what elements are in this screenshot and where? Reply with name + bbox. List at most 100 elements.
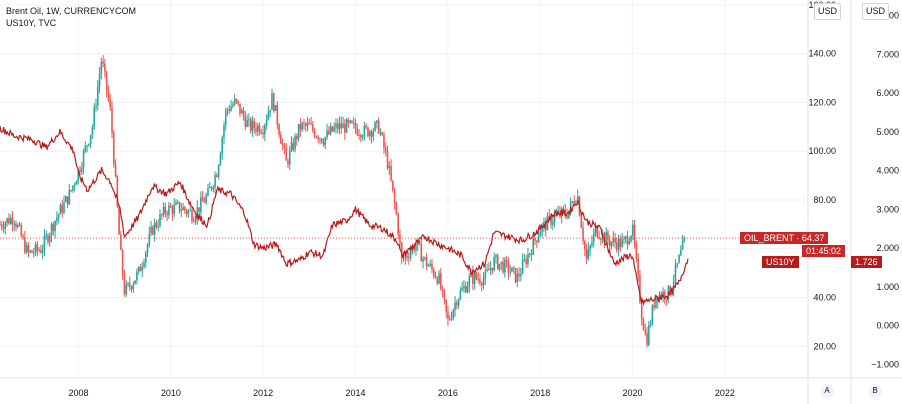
x-axis-tick-label: 2014 bbox=[346, 388, 366, 398]
oil-candle bbox=[665, 299, 668, 301]
oil-candle bbox=[608, 240, 611, 246]
oil-candle bbox=[2, 227, 5, 229]
oil-candle bbox=[271, 93, 273, 110]
oil-candle bbox=[205, 195, 208, 203]
oil-candle bbox=[173, 204, 176, 214]
oil-candle bbox=[536, 240, 538, 243]
oil-candle bbox=[125, 284, 128, 295]
oil-candle bbox=[461, 288, 463, 291]
oil-candle bbox=[43, 235, 46, 250]
oil-candle bbox=[463, 285, 465, 289]
x-axis-tick-label: 2020 bbox=[623, 388, 643, 398]
oil-candle bbox=[379, 132, 382, 134]
oil-candle bbox=[457, 299, 460, 306]
oil-candle bbox=[144, 252, 147, 263]
oil-candle bbox=[450, 318, 453, 320]
oil-candle bbox=[274, 105, 277, 111]
oil-candle bbox=[280, 134, 282, 144]
oil-candle bbox=[306, 123, 309, 126]
oil-candle bbox=[363, 125, 366, 137]
oil-candle bbox=[303, 123, 305, 125]
oil-candle bbox=[93, 107, 96, 128]
left-scale-unit-button[interactable]: USD bbox=[814, 3, 842, 20]
oil-candle bbox=[95, 105, 97, 108]
oil-candle bbox=[612, 238, 615, 243]
oil-candle bbox=[383, 134, 385, 148]
oil-candle bbox=[253, 120, 255, 129]
oil-candle bbox=[176, 202, 179, 204]
oil-candle bbox=[212, 186, 215, 189]
right-axis-tick-label: 4.000 bbox=[876, 166, 899, 176]
oil-candle bbox=[248, 119, 250, 121]
oil-candle bbox=[653, 305, 655, 308]
oil-candle bbox=[388, 165, 391, 168]
right-scale-auto-button[interactable]: B bbox=[868, 384, 882, 398]
oil-candle bbox=[52, 224, 55, 232]
oil-candle bbox=[228, 109, 231, 111]
oil-candle bbox=[132, 284, 135, 290]
oil-candle bbox=[418, 241, 421, 245]
oil-candle bbox=[38, 250, 40, 252]
oil-candle bbox=[587, 249, 590, 259]
oil-candle bbox=[27, 245, 30, 252]
oil-candle bbox=[546, 215, 549, 231]
oil-candle bbox=[559, 211, 561, 217]
oil-candle bbox=[592, 232, 595, 243]
oil-candle bbox=[511, 267, 513, 272]
left-axis-tick-label: 80.00 bbox=[813, 195, 836, 205]
oil-candle bbox=[507, 261, 510, 273]
oil-candle bbox=[198, 207, 200, 213]
oil-candle bbox=[498, 263, 501, 270]
oil-candle bbox=[180, 210, 183, 212]
left-scale-auto-button[interactable]: A bbox=[820, 384, 834, 398]
oil-candle bbox=[480, 283, 483, 286]
oil-candle bbox=[377, 120, 380, 134]
x-axis-tick-label: 2018 bbox=[530, 388, 550, 398]
oil-candle bbox=[175, 202, 177, 205]
oil-candle bbox=[96, 86, 99, 106]
oil-candle bbox=[127, 283, 129, 285]
oil-candle bbox=[299, 124, 302, 130]
oil-candle bbox=[207, 187, 209, 196]
oil-candle bbox=[528, 253, 531, 255]
oil-candle bbox=[539, 232, 542, 237]
oil-candle bbox=[352, 122, 355, 124]
oil-candle bbox=[223, 125, 225, 138]
oil-candle bbox=[178, 202, 181, 212]
oil-candle bbox=[237, 100, 239, 104]
oil-candle bbox=[262, 132, 264, 135]
oil-candle bbox=[0, 224, 3, 228]
oil-candle bbox=[59, 204, 62, 215]
right-scale-unit-button[interactable]: USD bbox=[862, 3, 890, 20]
oil-candle bbox=[473, 273, 476, 284]
oil-candle bbox=[61, 204, 64, 213]
right-axis-tick-label: 5.000 bbox=[876, 127, 899, 137]
oil-candle bbox=[681, 241, 684, 251]
oil-brent-price-badge: OIL_BRENT · 64.37 bbox=[740, 232, 829, 244]
oil-candle bbox=[624, 236, 627, 239]
left-axis-tick-label: 20.00 bbox=[813, 341, 836, 351]
oil-candle bbox=[448, 319, 451, 321]
oil-candle bbox=[488, 269, 490, 271]
oil-candle bbox=[18, 224, 21, 226]
oil-candle bbox=[532, 237, 535, 255]
oil-candle bbox=[514, 268, 517, 283]
oil-candle bbox=[566, 215, 568, 218]
legend-brent-oil: Brent Oil, 1W, CURRENCYCOM bbox=[6, 6, 137, 16]
oil-candle bbox=[102, 61, 104, 64]
oil-candle bbox=[521, 260, 524, 274]
right-axis-tick-label: 2.000 bbox=[876, 243, 899, 253]
chart-legend: Brent Oil, 1W, CURRENCYCOM US10Y, TVC bbox=[6, 5, 136, 29]
oil-candle bbox=[672, 281, 675, 290]
oil-candle bbox=[235, 98, 238, 101]
oil-candle bbox=[610, 242, 613, 246]
oil-candle bbox=[301, 123, 303, 130]
us10y-value-badge: 1.726 bbox=[851, 256, 882, 268]
oil-candle bbox=[425, 257, 428, 267]
oil-candle bbox=[240, 110, 243, 114]
oil-candle bbox=[472, 272, 474, 284]
oil-candle bbox=[73, 184, 76, 186]
oil-candle bbox=[664, 291, 666, 300]
oil-candle bbox=[619, 238, 622, 248]
